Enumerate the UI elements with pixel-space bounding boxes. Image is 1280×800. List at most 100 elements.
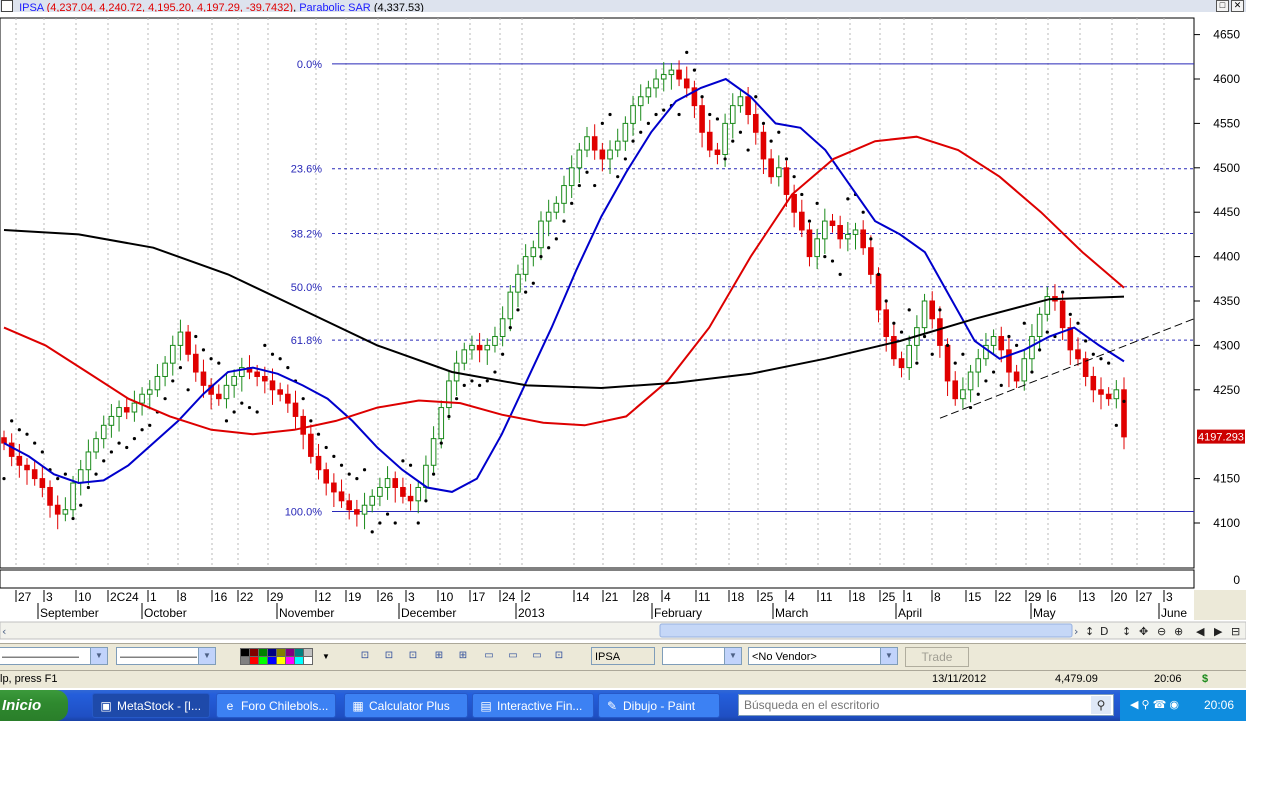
sar-dot bbox=[332, 454, 336, 458]
sar-dot bbox=[1030, 370, 1034, 374]
x-day-label: 1 bbox=[150, 590, 157, 604]
vendor-select[interactable]: <No Vendor> ▼ bbox=[748, 647, 898, 665]
sar-dot bbox=[692, 68, 697, 72]
sar-dot bbox=[493, 370, 497, 374]
x-month-label: May bbox=[1033, 606, 1056, 620]
candle-body bbox=[8, 442, 15, 457]
chart-icon[interactable]: ⊡ bbox=[384, 650, 394, 661]
ohlc-values: (4,237.04, 4,240.72, 4,195.20, 4,197.29,… bbox=[46, 2, 294, 12]
chevron-down-icon: ▼ bbox=[90, 648, 107, 664]
scrollbar-thumb bbox=[659, 623, 1073, 638]
sar-dot bbox=[378, 521, 382, 525]
candle-body bbox=[660, 74, 667, 80]
tray-icons[interactable]: ◀ ⚲ ☎ ◉ bbox=[1130, 699, 1179, 711]
sar-dot bbox=[301, 397, 305, 401]
task-foro-chilebolsa[interactable]: e Foro Chilebols... bbox=[216, 693, 336, 718]
sar-dot bbox=[830, 259, 835, 263]
sar-dot bbox=[370, 530, 374, 534]
candle-body bbox=[1021, 358, 1028, 382]
sar-dot bbox=[991, 370, 996, 374]
candle-body bbox=[752, 114, 759, 133]
sar-dot bbox=[639, 130, 643, 134]
x-day-label: 18 bbox=[731, 590, 745, 604]
symbol-field[interactable]: IPSA bbox=[591, 647, 655, 665]
y-tick-label: 4550 bbox=[1213, 116, 1240, 130]
sar-dot bbox=[431, 472, 436, 476]
sar-dot bbox=[608, 112, 612, 117]
sar-dot bbox=[754, 95, 758, 99]
sar-dot bbox=[646, 121, 650, 125]
sar-dot bbox=[462, 383, 466, 387]
sar-dot bbox=[501, 352, 505, 356]
sar-dot bbox=[524, 290, 528, 294]
close-button[interactable]: ✕ bbox=[1231, 0, 1244, 12]
search-icon: ⚲ bbox=[1091, 696, 1111, 714]
y-tick-label: 4500 bbox=[1213, 161, 1240, 175]
window-icon[interactable]: ▭ bbox=[532, 650, 542, 661]
x-month-label: April bbox=[898, 606, 922, 620]
chart-scrollbar[interactable]: ‹ › ↕ D ↕ ✥ ⊖ ⊕ ◀ ▶ ⊟ bbox=[0, 621, 1246, 640]
sar-dot bbox=[777, 130, 781, 134]
candle-body bbox=[883, 309, 889, 338]
candle-body bbox=[361, 504, 368, 515]
chart-icon[interactable]: ⊡ bbox=[554, 650, 564, 661]
x-day-label: 13 bbox=[1082, 590, 1096, 604]
window-icon[interactable]: ▭ bbox=[508, 650, 518, 661]
nav-icon: ↕ bbox=[1085, 625, 1094, 638]
start-button[interactable]: Inicio bbox=[0, 690, 68, 721]
sar-dot bbox=[1091, 352, 1095, 356]
chevron-down-icon[interactable]: ▼ bbox=[322, 652, 330, 661]
candle-body bbox=[891, 336, 897, 360]
candle-body bbox=[653, 78, 659, 89]
sar-dot bbox=[286, 366, 290, 370]
y-tick-label: 4250 bbox=[1213, 383, 1240, 397]
trade-button[interactable]: Trade bbox=[905, 647, 969, 667]
chart-window-icon[interactable] bbox=[1, 0, 13, 12]
line-weight-select[interactable]: ——————— ▼ bbox=[116, 647, 216, 665]
tile-icon[interactable]: ⊞ bbox=[458, 650, 468, 661]
y-tick-label: 4400 bbox=[1213, 250, 1240, 264]
sar-dot bbox=[125, 445, 129, 450]
y-tick-label: 4300 bbox=[1213, 338, 1240, 352]
window-icon[interactable]: ▭ bbox=[484, 650, 494, 661]
color-palette[interactable]: ▼ bbox=[240, 648, 330, 665]
x-month-label: October bbox=[144, 606, 187, 620]
fib-label: 100.0% bbox=[285, 506, 323, 518]
candle-body bbox=[423, 464, 429, 488]
task-calculator-plus[interactable]: ▦ Calculator Plus bbox=[344, 693, 468, 718]
sar-dot bbox=[278, 357, 282, 361]
task-paint[interactable]: ✎ Dibujo - Paint bbox=[598, 693, 720, 718]
color-swatch[interactable] bbox=[303, 656, 313, 665]
sar-dot bbox=[922, 334, 927, 339]
sar-dot bbox=[224, 419, 229, 423]
sar-dot bbox=[79, 503, 83, 507]
x-day-label: 10 bbox=[440, 590, 454, 604]
sar-dot bbox=[117, 441, 121, 445]
x-month-label: February bbox=[654, 606, 702, 620]
desktop-search-input[interactable]: Búsqueda en el escritorio ⚲ bbox=[738, 694, 1114, 716]
chart-icon[interactable]: ⊡ bbox=[408, 650, 418, 661]
candle-body bbox=[960, 389, 966, 400]
candle-body bbox=[1105, 393, 1112, 400]
candle-body bbox=[1121, 389, 1127, 438]
line-style-select[interactable]: ——————— ▼ bbox=[0, 647, 108, 665]
period-select[interactable]: ▼ bbox=[662, 647, 742, 665]
candle-body bbox=[430, 438, 437, 466]
task-interactive-finance[interactable]: ▤ Interactive Fin... bbox=[472, 693, 594, 718]
price-axis: 4650 4600 4550 4500 4450 4400 4350 4300 4250 4150… bbox=[1194, 28, 1245, 587]
dollar-icon[interactable]: $ bbox=[1202, 673, 1209, 685]
candle-body bbox=[760, 131, 767, 160]
task-metastock[interactable]: ▣ MetaStock - [I... bbox=[92, 693, 210, 718]
candle-body bbox=[599, 149, 606, 160]
price-panel bbox=[0, 17, 1195, 569]
sar-dot bbox=[109, 450, 113, 454]
restore-button[interactable]: □ bbox=[1216, 0, 1229, 12]
sar-dot bbox=[562, 219, 566, 223]
chart-icon[interactable]: ⊡ bbox=[360, 650, 370, 661]
chevron-down-icon: ▼ bbox=[724, 648, 741, 664]
price-chart[interactable]: 0.0%23.6%38.2%50.0%61.8%100.0% 465046004… bbox=[0, 12, 1246, 642]
x-day-label: 24 bbox=[502, 590, 516, 604]
tile-icon[interactable]: ⊞ bbox=[434, 650, 444, 661]
candle-body bbox=[852, 229, 859, 235]
sar-dot bbox=[316, 432, 321, 436]
